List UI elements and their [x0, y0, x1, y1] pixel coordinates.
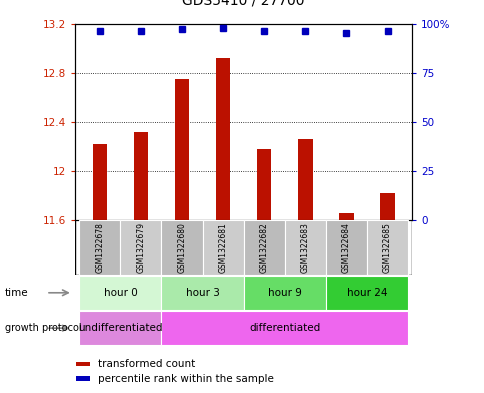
Text: GSM1322678: GSM1322678: [95, 222, 104, 273]
Text: growth protocol: growth protocol: [5, 323, 81, 333]
Bar: [366, 220, 408, 275]
Bar: [161, 276, 243, 310]
Text: GSM1322682: GSM1322682: [259, 222, 268, 273]
Text: undifferentiated: undifferentiated: [78, 323, 162, 333]
Bar: [79, 276, 161, 310]
Bar: [298, 139, 312, 220]
Bar: [79, 220, 120, 275]
Text: GDS5410 / 27700: GDS5410 / 27700: [182, 0, 304, 8]
Bar: [79, 311, 161, 345]
Bar: [257, 149, 271, 220]
Text: GSM1322684: GSM1322684: [341, 222, 350, 273]
Text: GSM1322685: GSM1322685: [382, 222, 391, 273]
Bar: [76, 362, 90, 366]
Text: differentiated: differentiated: [249, 323, 320, 333]
Text: hour 24: hour 24: [346, 288, 387, 298]
Text: GSM1322679: GSM1322679: [136, 222, 145, 273]
Bar: [161, 220, 202, 275]
Text: GSM1322680: GSM1322680: [177, 222, 186, 273]
Bar: [243, 276, 325, 310]
Text: time: time: [5, 288, 29, 298]
Bar: [215, 58, 230, 220]
Bar: [92, 144, 107, 220]
Bar: [284, 220, 325, 275]
Text: transformed count: transformed count: [97, 359, 195, 369]
Bar: [175, 79, 189, 220]
Bar: [120, 220, 161, 275]
Text: GSM1322683: GSM1322683: [300, 222, 309, 273]
Bar: [76, 376, 90, 381]
Text: hour 9: hour 9: [267, 288, 301, 298]
Bar: [134, 132, 148, 220]
Bar: [161, 311, 408, 345]
Text: hour 3: hour 3: [185, 288, 219, 298]
Text: GSM1322681: GSM1322681: [218, 222, 227, 273]
Bar: [339, 213, 353, 220]
Bar: [243, 220, 284, 275]
Bar: [202, 220, 243, 275]
Text: percentile rank within the sample: percentile rank within the sample: [97, 374, 273, 384]
Bar: [325, 276, 408, 310]
Bar: [379, 193, 394, 220]
Text: hour 0: hour 0: [103, 288, 137, 298]
Bar: [325, 220, 366, 275]
